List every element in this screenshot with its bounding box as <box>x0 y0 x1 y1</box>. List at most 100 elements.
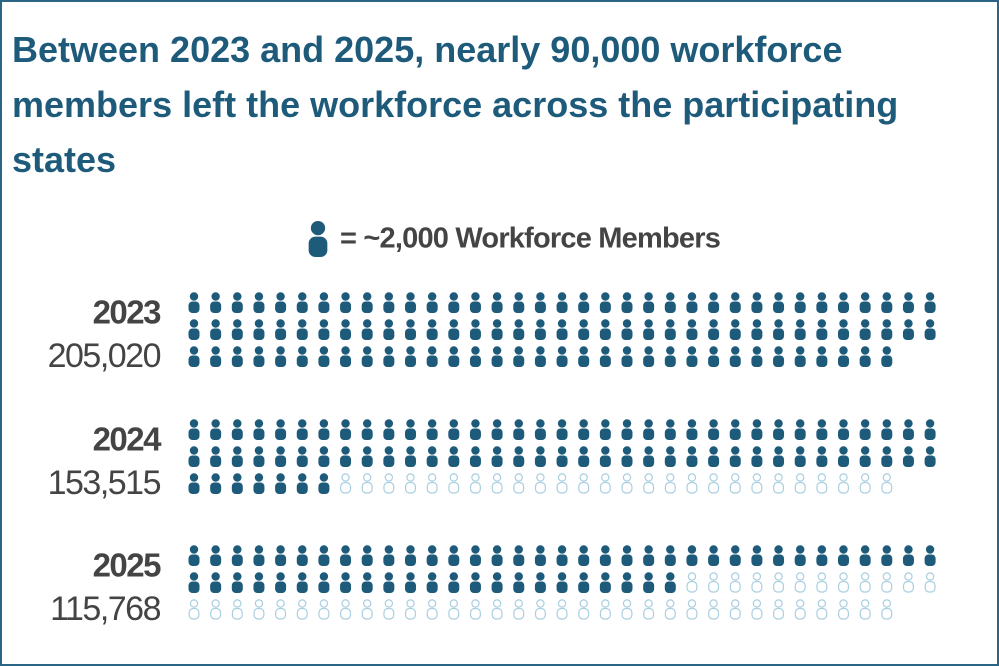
person-icon <box>924 446 936 467</box>
person-icon <box>210 473 222 494</box>
icon-body <box>837 580 850 593</box>
icon-body <box>621 481 633 494</box>
icon-body <box>708 580 720 593</box>
icon-body <box>751 481 763 494</box>
person-icon <box>534 319 546 340</box>
icon-head <box>882 545 891 554</box>
person-icon <box>513 419 525 440</box>
person-icon <box>859 446 871 467</box>
icon-body <box>556 607 568 620</box>
icon-head <box>752 419 762 428</box>
person-icon <box>773 292 785 313</box>
icon-head <box>666 545 675 554</box>
icon-body <box>405 301 416 313</box>
person-icon <box>729 346 741 367</box>
icon-head <box>536 292 545 301</box>
icon-head <box>536 599 545 608</box>
icon-head <box>514 292 523 301</box>
icon-body <box>448 455 460 467</box>
icon-head <box>622 292 632 301</box>
person-icon <box>686 446 698 467</box>
icon-head <box>925 319 935 328</box>
person-icon <box>405 319 416 340</box>
person-icon <box>599 292 611 313</box>
person-icon <box>383 319 395 340</box>
icon-body <box>275 301 287 313</box>
icon-head <box>341 473 350 482</box>
icon-body <box>556 455 568 467</box>
icon-body <box>599 607 611 620</box>
icon-body <box>513 554 525 566</box>
icon-head <box>557 473 567 482</box>
icon-head <box>427 346 437 355</box>
icon-body <box>859 580 871 593</box>
icon-head <box>514 599 523 608</box>
person-icon <box>296 473 308 494</box>
empty-icon <box>491 473 503 494</box>
icon-body <box>643 607 655 620</box>
icon-head <box>449 419 458 428</box>
icon-head <box>752 572 762 581</box>
icon-body <box>469 581 481 593</box>
icon-head <box>384 446 394 455</box>
empty-icon <box>361 599 373 620</box>
icon-body <box>794 607 806 620</box>
icon-head <box>839 572 848 581</box>
person-icon <box>296 419 308 440</box>
icon-body <box>816 580 828 593</box>
person-icon <box>664 319 676 340</box>
icon-head <box>904 545 913 554</box>
icon-head <box>904 319 913 328</box>
person-icon <box>491 545 503 566</box>
icon-head <box>536 545 545 554</box>
icon-body <box>448 301 460 313</box>
icon-body <box>643 428 655 440</box>
icon-body <box>902 428 914 440</box>
icon-head <box>925 446 935 455</box>
empty-icon <box>837 599 850 620</box>
icon-body <box>578 607 590 620</box>
icon-body <box>253 301 265 313</box>
icon-body <box>859 428 871 440</box>
icon-head <box>860 599 870 608</box>
icon-head <box>298 319 307 328</box>
icon-head <box>363 292 372 301</box>
person-icon <box>859 419 871 440</box>
person-icon <box>318 292 330 313</box>
icon-body <box>231 355 243 367</box>
icon-head <box>211 599 220 608</box>
icon-head <box>471 419 480 428</box>
icon-body <box>361 581 373 593</box>
person-icon <box>275 319 287 340</box>
icon-head <box>514 572 523 581</box>
person-icon <box>426 446 438 467</box>
empty-icon <box>513 599 525 620</box>
icon-body <box>578 554 590 566</box>
icon-body <box>210 455 222 467</box>
icon-body <box>253 607 265 620</box>
icon-body <box>253 428 265 440</box>
person-icon <box>231 473 243 494</box>
person-icon <box>816 419 828 440</box>
icon-head <box>925 545 935 554</box>
icon-body <box>210 328 222 340</box>
icon-head <box>254 473 264 482</box>
icon-head <box>406 346 415 355</box>
person-icon <box>794 446 806 467</box>
icon-body <box>686 301 698 313</box>
icon-head <box>774 473 783 482</box>
icon-body <box>729 607 741 620</box>
empty-icon <box>599 599 611 620</box>
empty-icon <box>383 599 395 620</box>
icon-body <box>816 455 828 467</box>
person-icon <box>210 292 222 313</box>
icon-head <box>384 346 394 355</box>
icon-head <box>882 599 891 608</box>
icon-head <box>384 572 394 581</box>
icon-head <box>601 446 610 455</box>
icon-body <box>275 428 287 440</box>
person-icon <box>664 446 676 467</box>
icon-body <box>902 554 914 566</box>
empty-icon <box>231 599 243 620</box>
person-icon <box>491 346 503 367</box>
